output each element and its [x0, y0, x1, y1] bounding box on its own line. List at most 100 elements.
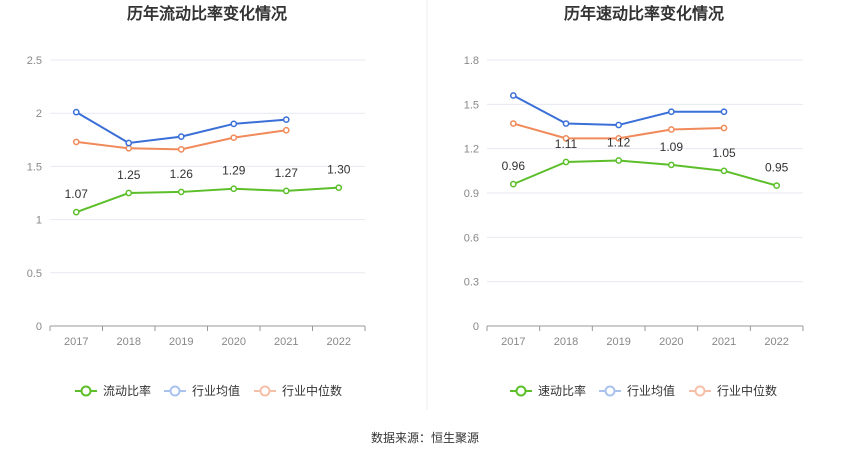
- y-tick-label: 1: [36, 215, 42, 227]
- data-point-current[interactable]: [720, 167, 728, 175]
- legend-item-industry-mean[interactable]: 行业均值: [164, 383, 240, 398]
- data-label: 0.96: [502, 159, 526, 173]
- y-tick-label: 0.5: [27, 268, 42, 280]
- x-axis-ticks: 2017 2018 2019 2020 2021 2022: [64, 336, 351, 348]
- legend-item-industry-mean[interactable]: 行业均值: [599, 383, 675, 398]
- data-label: 1.29: [222, 164, 246, 178]
- chart-title-quick-ratio: 历年速动比率变化情况: [564, 4, 724, 23]
- data-point-mean[interactable]: [509, 92, 517, 99]
- quick-ratio-chart: 历年速动比率变化情况 00.30.60.91.21.51.8 2017 2018 2…: [464, 4, 804, 398]
- y-tick-label: 1.8: [464, 55, 479, 67]
- data-point-median[interactable]: [125, 144, 133, 152]
- legend-circle-blue-icon: [604, 385, 616, 397]
- x-tick-label: 2021: [712, 336, 736, 348]
- data-source-note: 数据来源：恒生聚源: [371, 430, 479, 445]
- legend-circle-blue-icon: [169, 385, 181, 397]
- data-label: 1.25: [117, 168, 141, 182]
- data-point-median[interactable]: [720, 124, 728, 132]
- data-point-mean[interactable]: [230, 120, 238, 128]
- data-labels: 0.96 1.11 1.12 1.09 1.05 0.95: [502, 135, 789, 174]
- legend-item-quick-ratio[interactable]: 速动比率: [510, 383, 586, 398]
- x-tick-label: 2018: [117, 336, 141, 348]
- legend-label-quick-ratio: 速动比率: [538, 383, 586, 398]
- grid: [49, 59, 366, 331]
- x-tick-label: 2021: [274, 336, 298, 348]
- series-line-current: [75, 186, 339, 214]
- x-tick-label: 2020: [659, 336, 683, 348]
- data-point-current[interactable]: [615, 157, 623, 164]
- current-ratio-chart: 历年流动比率变化情况 0 0.5 1 1.5 2 2.5 2017 2018 2019 2020…: [27, 4, 366, 398]
- legend-circle-orange-icon: [694, 385, 706, 397]
- x-tick-label: 2022: [764, 336, 788, 348]
- data-point-current[interactable]: [125, 189, 133, 197]
- y-tick-label: 0: [36, 321, 42, 333]
- y-tick-label: 1.5: [27, 161, 42, 173]
- data-point-median[interactable]: [509, 120, 517, 127]
- series-lines: [509, 92, 781, 189]
- data-point-mean[interactable]: [72, 108, 80, 116]
- data-label: 1.26: [170, 167, 194, 181]
- data-point-mean[interactable]: [562, 120, 570, 127]
- data-label: 1.07: [65, 187, 89, 201]
- y-axis-ticks: 0 0.3 0.6 0.9 1.2 1.5 1.8: [464, 55, 479, 333]
- data-point-mean[interactable]: [282, 116, 290, 123]
- data-point-mean[interactable]: [125, 139, 133, 147]
- data-point-current[interactable]: [335, 184, 343, 192]
- x-tick-label: 2017: [501, 336, 525, 348]
- data-point-current[interactable]: [230, 185, 238, 193]
- data-point-mean[interactable]: [720, 108, 728, 116]
- data-point-mean[interactable]: [667, 108, 675, 116]
- data-point-current[interactable]: [177, 188, 185, 196]
- legend-circle-green-icon: [515, 385, 527, 397]
- data-point-median[interactable]: [72, 138, 80, 146]
- data-label: 1.11: [555, 137, 578, 151]
- x-tick-label: 2019: [606, 336, 630, 348]
- data-label: 1.05: [712, 146, 736, 160]
- data-point-current[interactable]: [667, 161, 675, 169]
- data-point-current[interactable]: [773, 182, 781, 189]
- y-tick-label: 0.9: [464, 188, 479, 200]
- y-tick-label: 1.5: [464, 99, 479, 111]
- x-tick-label: 2018: [554, 336, 578, 348]
- legend-item-current-ratio[interactable]: 流动比率: [75, 383, 151, 398]
- legend-label-industry-median: 行业中位数: [282, 383, 342, 398]
- data-point-mean[interactable]: [615, 121, 623, 129]
- y-tick-label: 0.6: [464, 232, 479, 244]
- data-point-median[interactable]: [562, 134, 570, 142]
- series-lines: [72, 108, 343, 216]
- data-point-current[interactable]: [509, 180, 517, 188]
- data-point-mean[interactable]: [177, 133, 185, 140]
- series-line-current: [512, 159, 777, 187]
- legend-label-industry-mean: 行业均值: [627, 383, 675, 398]
- x-tick-label: 2019: [169, 336, 193, 348]
- data-point-median[interactable]: [177, 146, 185, 153]
- y-tick-label: 0: [473, 321, 479, 333]
- x-axis-ticks: 2017 2018 2019 2020 2021 2022: [501, 336, 789, 348]
- legend-label-current-ratio: 流动比率: [103, 383, 151, 398]
- data-label: 1.30: [327, 163, 351, 177]
- legend: 速动比率 行业均值 行业中位数: [510, 383, 777, 398]
- data-point-median[interactable]: [615, 134, 623, 142]
- grid: [486, 59, 804, 331]
- data-label: 0.95: [765, 161, 789, 175]
- legend-circle-orange-icon: [259, 385, 271, 397]
- data-label: 1.09: [660, 140, 684, 154]
- data-label: 1.27: [275, 166, 299, 180]
- data-point-median[interactable]: [230, 134, 238, 142]
- data-point-median[interactable]: [667, 126, 675, 133]
- legend-item-industry-median[interactable]: 行业中位数: [689, 383, 777, 398]
- y-tick-label: 2: [36, 108, 42, 120]
- series-line-mean: [512, 94, 724, 127]
- data-point-current[interactable]: [562, 158, 570, 166]
- y-tick-label: 0.3: [464, 277, 479, 289]
- x-tick-label: 2017: [64, 336, 88, 348]
- data-point-current[interactable]: [72, 208, 80, 216]
- y-tick-label: 2.5: [27, 55, 42, 67]
- data-point-median[interactable]: [282, 126, 290, 134]
- data-label: 1.12: [607, 135, 631, 149]
- x-tick-label: 2022: [327, 336, 351, 348]
- data-point-current[interactable]: [282, 187, 290, 195]
- legend-item-industry-median[interactable]: 行业中位数: [254, 383, 342, 398]
- legend: 流动比率 行业均值 行业中位数: [75, 383, 342, 398]
